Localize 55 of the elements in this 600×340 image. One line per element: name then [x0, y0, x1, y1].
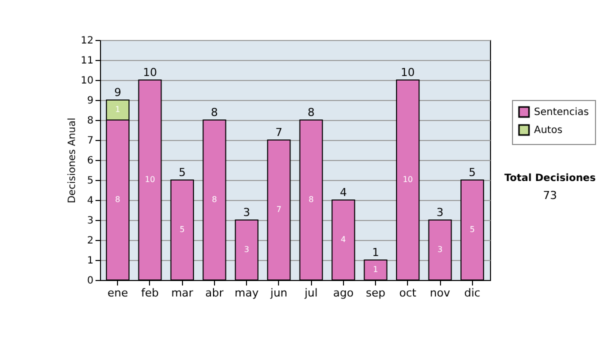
total-label: 10 — [142, 66, 157, 79]
total-label: 5 — [178, 166, 186, 179]
x-tick-label: may — [234, 286, 260, 300]
y-axis-title: Decisiones Anual — [66, 118, 78, 204]
total-label: 4 — [340, 186, 347, 199]
data-label: 5 — [180, 225, 185, 234]
data-label: 3 — [437, 245, 443, 254]
total-label: 3 — [436, 206, 444, 219]
x-tick-label: jul — [304, 286, 318, 300]
data-label: 7 — [276, 205, 282, 214]
data-label: 3 — [244, 245, 250, 254]
x-tick-label: ago — [333, 286, 354, 300]
data-label: 10 — [144, 175, 156, 184]
total-label: 5 — [468, 166, 476, 179]
data-label: 10 — [402, 175, 413, 184]
x-tick-label: nov — [430, 286, 451, 300]
total-label: 1 — [372, 246, 380, 259]
y-tick-label: 8 — [87, 116, 94, 126]
x-tick-label: ene — [107, 286, 128, 300]
x-tick-label: feb — [141, 286, 159, 300]
data-label: 1 — [115, 105, 120, 114]
text: Total Decisiones — [504, 173, 596, 184]
y-tick-label: 11 — [80, 56, 94, 66]
legend-label: Autos — [534, 125, 562, 136]
total-label: 8 — [210, 106, 218, 119]
data-label: 1 — [373, 265, 378, 274]
y-tick-label: 0 — [87, 276, 94, 286]
total-label: 8 — [308, 106, 315, 119]
x-tick-label: mar — [171, 286, 194, 300]
data-label: 8 — [212, 195, 217, 204]
y-tick-label: 6 — [87, 156, 94, 166]
x-tick-label: jun — [269, 286, 288, 300]
text: 73 — [543, 189, 557, 202]
total-label: 7 — [275, 126, 282, 139]
x-tick-label: dic — [464, 286, 480, 300]
y-tick-label: 2 — [87, 236, 94, 246]
y-tick-label: 4 — [87, 196, 94, 206]
y-tick-label: 3 — [87, 216, 94, 226]
y-tick-label: 9 — [87, 96, 94, 106]
x-tick-label: oct — [399, 286, 418, 300]
total-label: 3 — [243, 206, 250, 219]
y-tick-label: 12 — [80, 36, 94, 46]
data-label: 8 — [308, 195, 314, 204]
y-tick-label: 7 — [87, 136, 94, 146]
y-tick-label: 5 — [87, 176, 94, 186]
data-label: 8 — [115, 195, 120, 204]
data-label: 4 — [340, 235, 346, 244]
total-label: 9 — [114, 86, 122, 99]
y-tick-label: 10 — [80, 76, 94, 86]
x-tick-label: abr — [205, 286, 224, 300]
legend-label: Sentencias — [534, 107, 589, 118]
data-label: 5 — [470, 225, 475, 234]
y-tick-label: 1 — [87, 256, 94, 266]
x-tick-label: sep — [366, 286, 386, 300]
total-label: 10 — [400, 66, 415, 79]
